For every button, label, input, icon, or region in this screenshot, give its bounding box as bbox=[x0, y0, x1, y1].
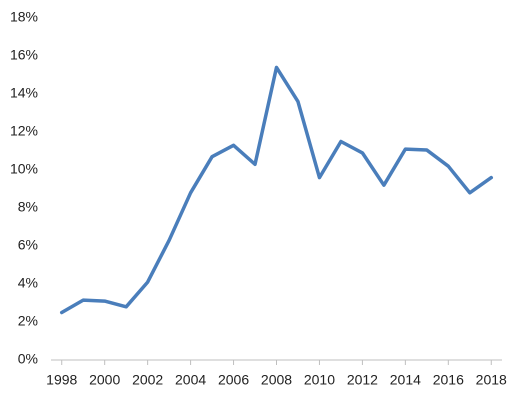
x-tick-label: 2000 bbox=[89, 372, 120, 388]
y-tick-label: 4% bbox=[18, 275, 38, 291]
y-tick-label: 18% bbox=[10, 9, 38, 25]
x-tick-label: 2010 bbox=[304, 372, 335, 388]
data-line bbox=[59, 65, 494, 315]
x-tick-label: 2018 bbox=[476, 372, 507, 388]
y-tick-label: 6% bbox=[18, 237, 38, 253]
y-tick-label: 16% bbox=[10, 47, 38, 63]
x-tick-label: 1998 bbox=[46, 372, 77, 388]
y-tick-label: 0% bbox=[18, 351, 38, 367]
x-tick-label: 2008 bbox=[261, 372, 292, 388]
x-tick-label: 2016 bbox=[433, 372, 464, 388]
x-tick-label: 2012 bbox=[347, 372, 378, 388]
y-tick-label: 8% bbox=[18, 199, 38, 215]
x-tick-label: 2006 bbox=[218, 372, 249, 388]
x-tick-label: 2004 bbox=[175, 372, 206, 388]
y-tick-label: 14% bbox=[10, 85, 38, 101]
y-tick-label: 10% bbox=[10, 161, 38, 177]
y-tick-label: 2% bbox=[18, 313, 38, 329]
x-tick-label: 2014 bbox=[390, 372, 421, 388]
x-tick-label: 2002 bbox=[132, 372, 163, 388]
y-tick-label: 12% bbox=[10, 123, 38, 139]
